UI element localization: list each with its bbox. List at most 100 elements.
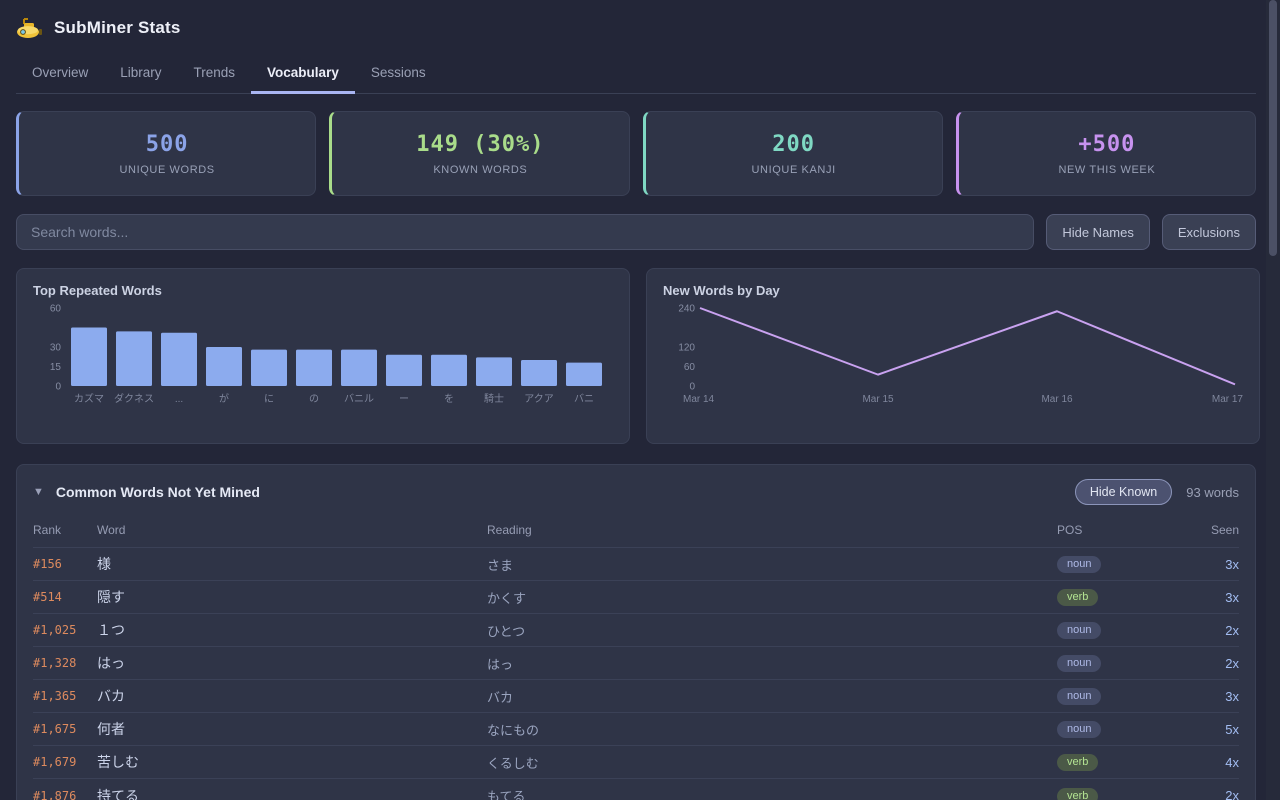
svg-text:15: 15 [50,362,62,373]
rank-cell: #1,328 [33,656,77,670]
col-pos: POS [1057,523,1083,537]
table-title: Common Words Not Yet Mined [55,484,260,500]
pos-badge: noun [1057,721,1102,738]
tab-library[interactable]: Library [120,65,162,80]
word-cell: 様 [97,556,111,572]
svg-text:騎士: 騎士 [484,392,504,405]
svg-text:60: 60 [684,362,696,373]
word-cell: 隠す [97,589,125,605]
svg-text:カズマ: カズマ [74,392,104,405]
table-row[interactable]: #1,025 １つ ひとつ noun 2x [33,614,1239,647]
word-cell: はっ [97,655,125,671]
stat-card-unique-kanji: 200 UNIQUE KANJI [642,111,943,196]
table-row[interactable]: #1,679 苦しむ くるしむ verb 4x [33,746,1239,779]
stat-label: UNIQUE KANJI [751,163,836,176]
stat-card-new-this-week: +500 NEW THIS WEEK [955,111,1256,196]
bar-chart: 0 15 30 60 カズマ ダクネス... が に の バニル ー を 騎士 アクア バニ [33,304,613,415]
stat-card-known-words: 149 (30%) KNOWN WORDS [329,111,630,196]
pos-cell: noun [1057,654,1183,672]
bar-chart-title: Top Repeated Words [33,283,162,298]
svg-text:ー: ー [399,394,409,405]
word-count: 93 words [1186,484,1239,500]
svg-text:を: を [444,393,454,405]
rank-cell: #1,365 [33,689,77,703]
rank-cell: #1,675 [33,722,77,736]
word-cell: 何者 [97,721,125,737]
col-rank: Rank [33,523,62,537]
seen-cell: 3x [1225,688,1239,704]
scrollbar-thumb[interactable] [1269,0,1277,256]
rank-cell: #156 [33,557,62,571]
svg-text:バニ: バニ [574,393,594,405]
stat-value: 200 [772,131,815,157]
stat-value: 149 (30%) [416,131,545,157]
reading-cell: かくす [487,590,527,606]
pos-badge: verb [1057,589,1099,606]
seen-cell: 4x [1225,754,1239,770]
stat-cards: 500 UNIQUE WORDS 149 (30%) KNOWN WORDS 200 UN… [16,111,1256,196]
rank-cell: #514 [33,590,62,604]
table-row[interactable]: #1,328 はっ はっ noun 2x [33,647,1239,680]
rank-cell: #1,876 [33,788,77,800]
pos-cell: verb [1057,753,1183,771]
search-input[interactable] [16,214,1035,250]
exclusions-button[interactable]: Exclusions [1161,214,1256,250]
word-cell: １つ [97,622,125,638]
tab-sessions[interactable]: Sessions [370,65,426,80]
pos-cell: noun [1057,720,1183,738]
table-row[interactable]: #1,675 何者 なにもの noun 5x [33,713,1239,746]
table-row[interactable]: #1,365 バカ バカ noun 3x [33,680,1239,713]
svg-text:Mar 17: Mar 17 [1212,394,1243,405]
table-row[interactable]: #514 隠す かくす verb 3x [33,581,1239,614]
pos-badge: noun [1057,622,1102,639]
common-words-section: ▼ Common Words Not Yet Mined Hide Known … [16,464,1256,800]
stat-value: 500 [145,131,189,157]
stat-card-unique-words: 500 UNIQUE WORDS [16,111,317,196]
col-word: Word [97,523,126,537]
svg-text:120: 120 [678,343,695,354]
reading-cell: バカ [487,689,514,705]
rank-cell: #1,025 [33,623,77,637]
word-cell: バカ [97,688,125,704]
svg-text:...: ... [175,394,183,405]
hide-names-button[interactable]: Hide Names [1046,214,1150,250]
pos-cell: verb [1057,787,1183,800]
svg-text:0: 0 [55,382,61,393]
page-title: SubMiner Stats [54,18,181,37]
reading-cell: もてる [487,789,526,800]
word-cell: 持てる [97,787,139,800]
scrollbar-track [1266,0,1280,800]
table-row[interactable]: #156 様 さま noun 3x [33,548,1239,581]
stat-label: UNIQUE WORDS [119,163,215,176]
reading-cell: さま [487,557,514,573]
rank-cell: #1,679 [33,755,77,769]
svg-text:に: に [264,393,274,405]
collapse-triangle-icon[interactable]: ▼ [33,486,44,498]
table-body: #156 様 さま noun 3x #514 隠す かくす verb 3x #1,025 １つ ひとつ n… [33,548,1239,800]
hide-known-button[interactable]: Hide Known [1074,479,1173,505]
reading-cell: くるしむ [487,755,539,771]
tab-bar: Overview Library Trends Vocabulary Sessions [16,56,1256,94]
seen-cell: 5x [1225,721,1239,737]
tab-vocabulary[interactable]: Vocabulary [251,56,355,94]
table-column-headers: Rank Word Reading POS Seen [33,523,1239,548]
line-chart: 0 60 120 240 Mar 14 Mar 15 Mar 16 Mar 17 [663,304,1243,415]
reading-cell: なにもの [487,722,540,738]
search-row: Hide Names Exclusions [16,214,1256,250]
word-cell: 苦しむ [97,754,139,770]
tab-overview[interactable]: Overview [32,65,89,80]
svg-text:の: の [309,394,319,405]
pos-badge: noun [1057,688,1102,705]
tab-trends[interactable]: Trends [193,65,236,80]
table-row[interactable]: #1,876 持てる もてる verb 2x [33,779,1239,800]
stat-label: NEW THIS WEEK [1058,163,1156,176]
col-reading: Reading [487,523,532,537]
pos-cell: noun [1057,621,1183,639]
seen-cell: 2x [1225,622,1239,638]
svg-text:Mar 16: Mar 16 [1041,394,1073,405]
seen-cell: 3x [1225,556,1239,572]
charts-row: Top Repeated Words 0 15 30 60 カズマ ダクネス... が に の バ… [16,268,1260,444]
svg-text:60: 60 [50,304,62,315]
svg-text:Mar 14: Mar 14 [683,394,715,405]
svg-text:ダクネス: ダクネス [114,392,154,405]
